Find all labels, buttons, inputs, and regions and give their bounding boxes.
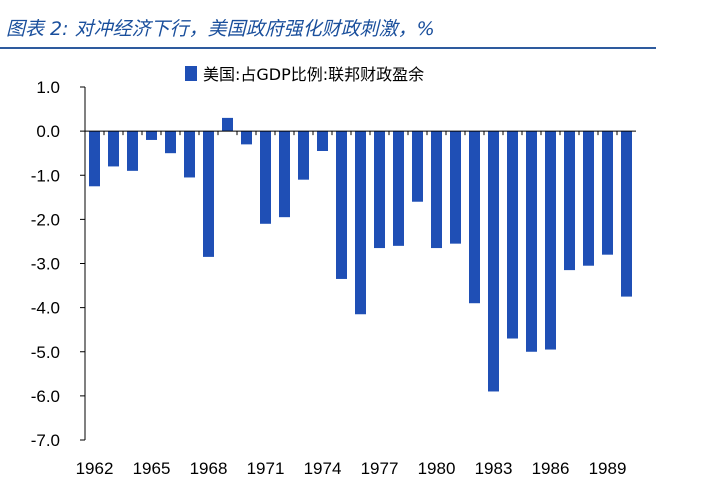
x-tick-label: 1986	[532, 459, 570, 478]
x-tick-label: 1968	[190, 459, 228, 478]
x-tick-label: 1989	[589, 459, 627, 478]
y-tick-label: 0.0	[36, 122, 60, 141]
bar-1984	[507, 131, 518, 339]
bar-1974	[317, 131, 328, 151]
bar-1969	[222, 117, 233, 132]
x-tick-label: 1980	[418, 459, 456, 478]
bar-1983	[488, 131, 499, 392]
x-tick-label: 1974	[304, 459, 342, 478]
legend: 美国:占GDP比例:联邦财政盈余	[185, 65, 424, 84]
bar-1982	[469, 131, 480, 304]
bar-1971	[260, 131, 271, 224]
bar-1985	[526, 131, 537, 352]
y-tick-label: -4.0	[31, 299, 60, 318]
bar-1972	[279, 131, 290, 218]
y-tick-label: -7.0	[31, 431, 60, 450]
y-tick-label: -6.0	[31, 387, 60, 406]
bar-1973	[298, 131, 309, 180]
bar-1981	[450, 131, 461, 244]
legend-label: 美国:占GDP比例:联邦财政盈余	[203, 65, 424, 84]
bar-1962	[89, 131, 100, 187]
bar-1966	[165, 131, 176, 154]
bar-1968	[203, 131, 214, 257]
x-axis: 1962 1965 1968 1971 1974 1977 1980 1983 1986 1989	[76, 130, 636, 478]
bar-1964	[127, 131, 138, 171]
title-divider	[0, 47, 656, 49]
x-tick-label: 1983	[475, 459, 513, 478]
y-tick-label: 1.0	[36, 78, 60, 97]
bar-1988	[583, 131, 594, 266]
bar-1980	[431, 131, 442, 249]
bar-1977	[374, 131, 385, 249]
x-tick-label: 1965	[133, 459, 171, 478]
legend-swatch	[185, 66, 197, 81]
bars	[89, 117, 632, 392]
bar-1976	[355, 131, 366, 315]
bar-1986	[545, 131, 556, 350]
y-tick-label: -5.0	[31, 343, 60, 362]
y-axis: 1.0 0.0 -1.0 -2.0 -3.0 -4.0 -5.0 -6.0 -7.0	[31, 78, 86, 450]
bar-1963	[108, 131, 119, 167]
y-tick-label: -3.0	[31, 255, 60, 274]
bar-1979	[412, 131, 423, 202]
y-tick-label: -2.0	[31, 210, 60, 229]
x-tick-label: 1971	[247, 459, 285, 478]
x-tick-label: 1977	[361, 459, 399, 478]
bar-1987	[564, 131, 575, 271]
chart-title: 图表 2: 对冲经济下行，美国政府强化财政刺激，%	[6, 18, 435, 40]
x-tick-label: 1962	[76, 459, 114, 478]
bar-1970	[241, 131, 252, 145]
y-tick-label: -1.0	[31, 166, 60, 185]
bar-1975	[336, 131, 347, 279]
bar-1978	[393, 131, 404, 246]
bar-1990	[621, 131, 632, 297]
bar-1989	[602, 131, 613, 255]
bar-1965	[146, 131, 157, 140]
bar-1967	[184, 131, 195, 178]
